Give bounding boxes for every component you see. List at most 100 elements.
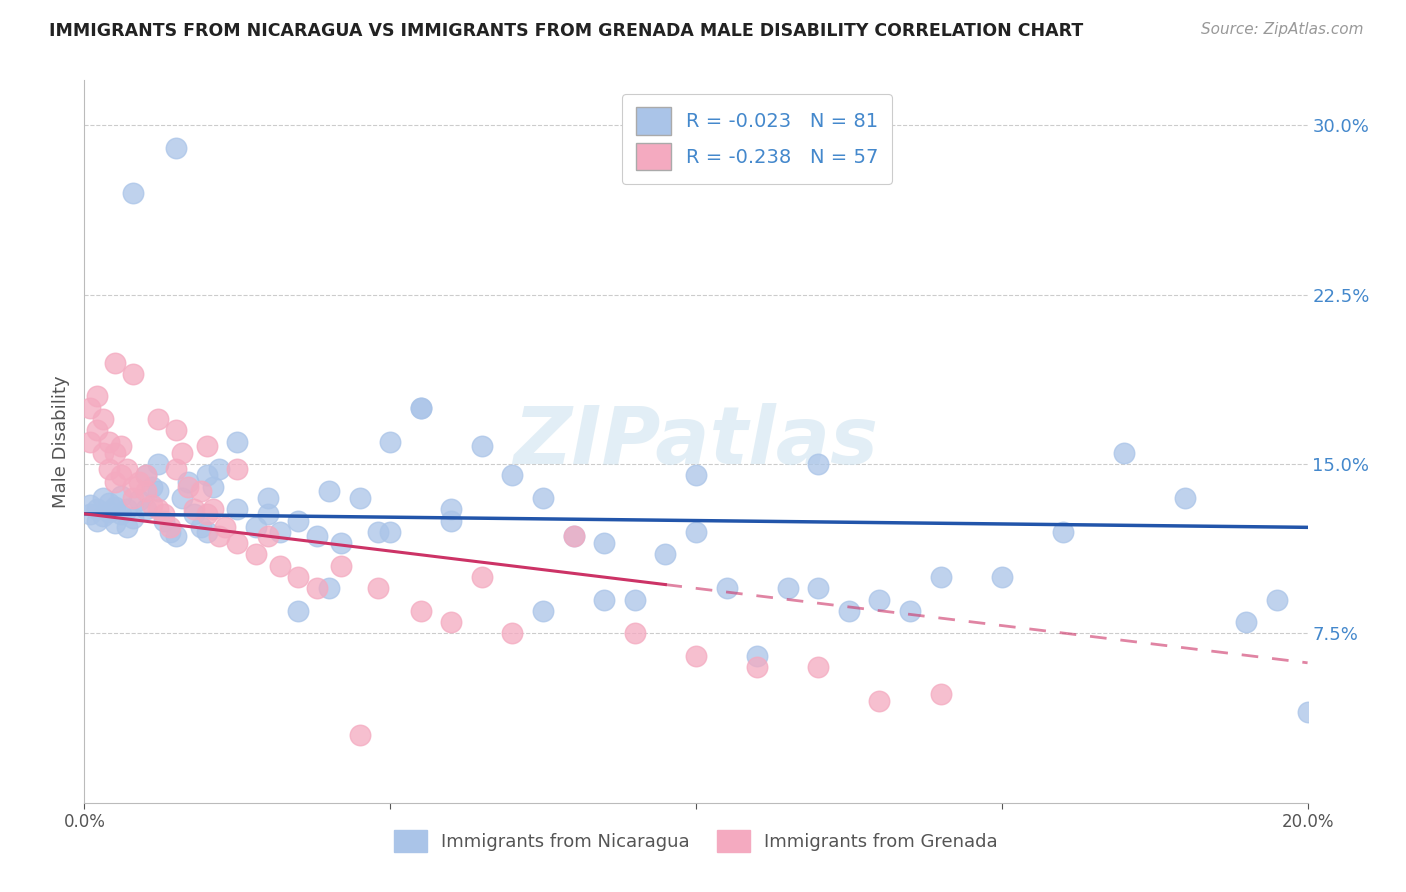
Point (367, 524, 389, 539)
Point (838, 604, 860, 618)
Point (214, 520, 236, 534)
Point (79, 434, 101, 449)
Point (183, 507, 205, 521)
Point (146, 457, 169, 471)
Point (531, 491, 554, 505)
Point (1114, 446, 1136, 460)
Point (898, 604, 921, 618)
Point (122, 367, 145, 381)
Point (159, 524, 181, 539)
Point (807, 660, 830, 674)
Point (195, 524, 218, 539)
Point (165, 141, 187, 155)
Point (257, 491, 280, 505)
Point (153, 507, 176, 521)
Point (807, 457, 830, 471)
Point (128, 475, 150, 490)
Point (330, 558, 353, 573)
Point (624, 592, 647, 607)
Point (349, 491, 371, 505)
Point (776, 582, 799, 596)
Point (287, 514, 309, 528)
Text: Source: ZipAtlas.com: Source: ZipAtlas.com (1201, 22, 1364, 37)
Point (562, 529, 585, 543)
Point (97, 495, 120, 509)
Point (1052, 524, 1074, 539)
Point (86, 423, 108, 437)
Point (79, 507, 101, 521)
Point (135, 468, 157, 483)
Point (91, 509, 114, 524)
Point (929, 570, 952, 584)
Point (1174, 491, 1197, 505)
Point (287, 604, 309, 618)
Point (208, 461, 231, 475)
Point (593, 592, 616, 607)
Point (716, 582, 738, 596)
Legend: Immigrants from Nicaragua, Immigrants from Grenada: Immigrants from Nicaragua, Immigrants fr… (387, 822, 1005, 859)
Point (318, 582, 340, 596)
Point (104, 475, 127, 490)
Point (1296, 706, 1319, 720)
Point (135, 468, 157, 483)
Point (380, 434, 402, 449)
Point (269, 524, 291, 539)
Point (624, 626, 647, 640)
Point (654, 548, 676, 562)
Point (183, 502, 205, 516)
Point (318, 484, 340, 499)
Point (562, 529, 585, 543)
Point (245, 520, 267, 534)
Point (305, 529, 328, 543)
Point (104, 500, 127, 514)
Point (502, 626, 524, 640)
Point (226, 502, 249, 516)
Point (531, 604, 554, 618)
Point (135, 502, 157, 516)
Point (807, 582, 830, 596)
Point (226, 536, 249, 550)
Point (269, 558, 291, 573)
Point (91, 491, 114, 505)
Point (122, 480, 145, 494)
Point (330, 536, 353, 550)
Point (146, 484, 169, 499)
Point (195, 468, 218, 483)
Point (177, 475, 200, 490)
Point (471, 570, 494, 584)
Point (409, 401, 432, 415)
Point (177, 480, 200, 494)
Point (79, 401, 101, 415)
Text: IMMIGRANTS FROM NICARAGUA VS IMMIGRANTS FROM GRENADA MALE DISABILITY CORRELATION: IMMIGRANTS FROM NICARAGUA VS IMMIGRANTS … (49, 22, 1084, 40)
Point (440, 615, 463, 630)
Point (685, 468, 707, 483)
Point (122, 186, 145, 201)
Point (86, 514, 108, 528)
Point (929, 687, 952, 701)
Point (226, 461, 249, 475)
Text: ZIPatlas: ZIPatlas (513, 402, 879, 481)
Point (747, 648, 769, 663)
Point (409, 604, 432, 618)
Point (172, 446, 194, 460)
Point (245, 548, 267, 562)
Point (208, 529, 231, 543)
Point (122, 491, 145, 505)
Point (115, 461, 138, 475)
Point (146, 412, 169, 426)
Point (747, 660, 769, 674)
Point (110, 439, 132, 453)
Point (104, 446, 127, 460)
Point (502, 468, 524, 483)
Point (226, 434, 249, 449)
Point (190, 520, 212, 534)
Point (869, 694, 891, 708)
Point (991, 570, 1014, 584)
Point (305, 582, 328, 596)
Point (141, 498, 163, 512)
Point (201, 502, 224, 516)
Point (153, 514, 176, 528)
Point (195, 439, 218, 453)
Point (593, 536, 616, 550)
Point (257, 529, 280, 543)
